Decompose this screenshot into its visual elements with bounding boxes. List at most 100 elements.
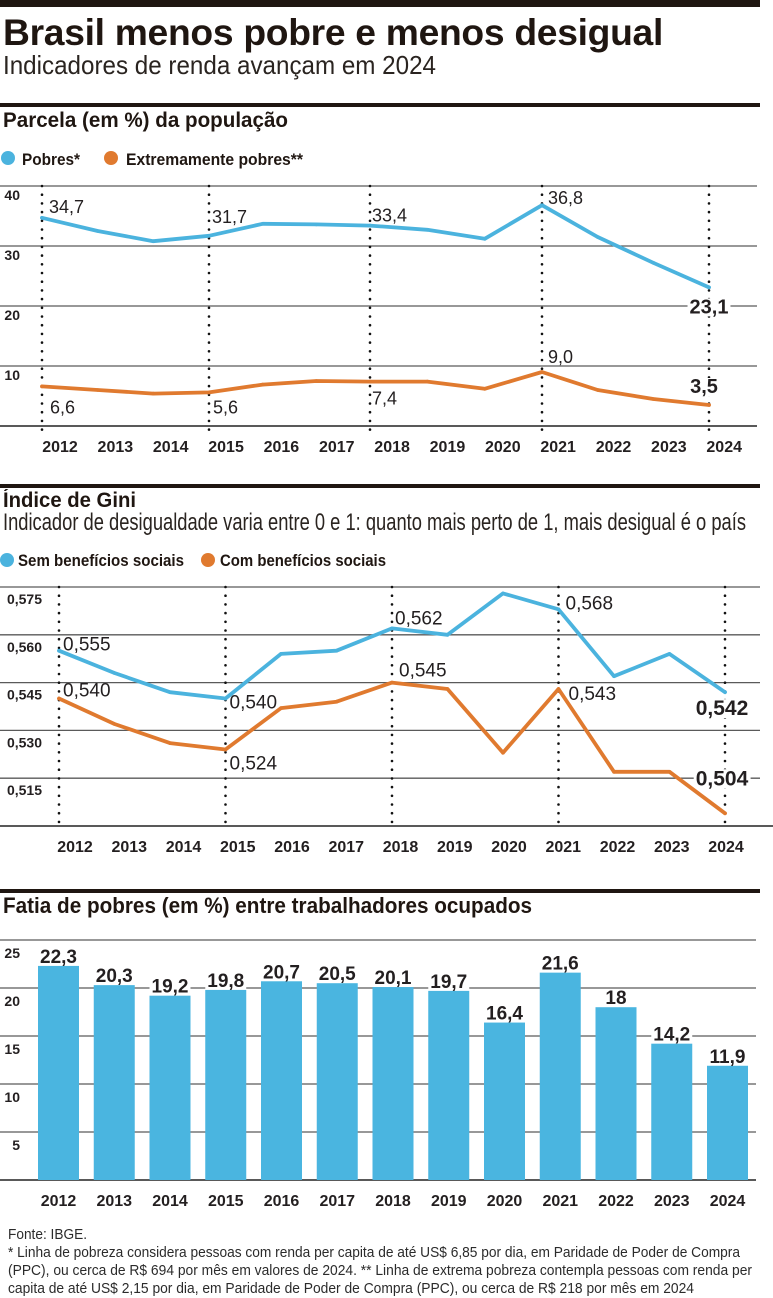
legend-label: Extremamente pobres** (126, 150, 303, 169)
data-point-sem-beneficios-sociais (334, 648, 339, 653)
data-label: 36,8 (548, 188, 583, 208)
series-line-com-beneficios-sociais (57, 680, 727, 816)
label-background (687, 298, 731, 317)
data-point-extremamente-pobres (595, 388, 600, 392)
data-label: 33,4 (372, 206, 407, 226)
data-label: 3,5 (690, 376, 718, 398)
bar-2014 (149, 995, 191, 1180)
x-tick-label: 2013 (96, 1193, 132, 1210)
legend-item-sem-beneficios: Sem benefícios sociais (18, 552, 205, 569)
bar-value-label: 21,6 (542, 954, 579, 975)
data-point-com-beneficios-sociais (390, 680, 394, 685)
data-label: 23,1 (690, 296, 729, 318)
data-label: 9,0 (548, 347, 573, 367)
data-labels: 0,555 0,540 0,562 0,568 0,542 0,540 0,524 0,545… (63, 593, 749, 790)
data-point-pobres (540, 203, 544, 207)
bar-2024 (707, 1065, 748, 1180)
footnote-line: (PPC), ou cerca de R$ 694 por mês em val… (8, 1263, 773, 1278)
data-point-com-beneficios-sociais (112, 722, 117, 726)
page-subtitle: Indicadores de renda avançam em 2024 (3, 52, 468, 78)
legend-label: Com benefícios sociais (220, 551, 386, 570)
x-tick-label: 2013 (111, 839, 147, 856)
data-point-com-beneficios-sociais (445, 687, 450, 691)
reference-lines (57, 585, 727, 832)
data-point-extremamente-pobres (651, 397, 656, 401)
section-rule-poverty (0, 103, 760, 107)
data-point-extremamente-pobres (482, 387, 487, 391)
legend-dot-blue-icon (0, 553, 14, 567)
y-tick-label: 0,560 (7, 639, 42, 655)
data-point-extremamente-pobres (151, 391, 156, 396)
axis-labels: 10 20 30 40 2012 2013 2014 2015 2016 2017 2018 2019… (4, 187, 742, 456)
x-tick-label: 2022 (596, 439, 632, 456)
label-background (693, 769, 751, 789)
x-tick-label: 2014 (152, 1193, 188, 1210)
x-tick-label: 2015 (208, 1193, 244, 1210)
data-point-sem-beneficios-sociais (390, 626, 394, 631)
data-label: 0,524 (230, 754, 278, 775)
label-background (539, 955, 581, 973)
data-point-pobres (95, 229, 100, 233)
data-point-com-beneficios-sociais (501, 750, 505, 755)
data-point-sem-beneficios-sociais (501, 591, 505, 596)
data-point-sem-beneficios-sociais (556, 607, 561, 612)
page-subtitle-text: Indicadores de renda avançam em 2024 (3, 50, 436, 80)
y-tick-label: 10 (4, 367, 20, 383)
bar-2018 (372, 987, 414, 1180)
legend-item-com-beneficios: Com benefícios sociais (220, 552, 409, 569)
data-point-extremamente-pobres (425, 379, 430, 384)
data-label: 0,568 (566, 593, 614, 614)
data-point-extremamente-pobres (207, 390, 211, 395)
data-label: 34,7 (49, 197, 84, 217)
workers-bar-chart: 22,3 20,3 19,2 19,8 20,7 20,5 20,1 19,7 16,4 21,6… (0, 939, 756, 1210)
gini-chart-title: Índice de Gini (3, 490, 141, 511)
poverty-chart-title-text: Parcela (em %) da população (3, 109, 288, 132)
data-point-sem-beneficios-sociais (723, 690, 727, 694)
bar-value-labels: 22,3 20,3 19,2 19,8 20,7 20,5 20,1 19,7 16,4 21,6… (40, 947, 745, 1068)
poverty-chart-title: Parcela (em %) da população (3, 110, 294, 131)
label-background (651, 1026, 693, 1044)
y-tick-label: 20 (4, 993, 20, 1009)
x-tick-label: 2018 (375, 1193, 411, 1210)
label-backgrounds (38, 948, 748, 1066)
bar-value-label: 16,4 (486, 1004, 523, 1025)
bar-value-label: 19,8 (207, 971, 244, 992)
x-tick-label: 2024 (710, 1193, 746, 1210)
bar-2013 (93, 985, 135, 1180)
axis-labels: 5 10 15 20 25 2012 2013 2014 2015 2016 2017 2018 201… (4, 945, 745, 1210)
legend-label: Pobres* (22, 150, 80, 169)
x-tick-label: 2014 (166, 839, 202, 856)
label-background (693, 699, 751, 719)
bar-2021 (539, 972, 581, 1180)
x-tick-label: 2017 (319, 1193, 355, 1210)
x-tick-label: 2014 (153, 439, 189, 456)
y-tick-label: 20 (4, 307, 20, 323)
bar-value-label: 14,2 (653, 1025, 690, 1046)
data-point-pobres (260, 222, 265, 226)
label-background (261, 964, 302, 982)
data-point-sem-beneficios-sociais (667, 652, 672, 656)
y-tick-label: 5 (12, 1137, 20, 1153)
data-point-pobres (482, 237, 487, 241)
data-label: 0,542 (696, 697, 749, 720)
data-point-pobres (151, 239, 156, 243)
footnote-text: (PPC), ou cerca de R$ 694 por mês em val… (8, 1262, 752, 1279)
data-point-sem-beneficios-sociais (612, 674, 616, 679)
bar-2019 (428, 990, 470, 1180)
data-point-pobres (314, 222, 319, 227)
section-rule-gini (0, 484, 760, 488)
footnote-text: * Linha de pobreza considera pessoas com… (8, 1244, 740, 1261)
bar-2020 (484, 1022, 525, 1180)
data-point-extremamente-pobres (707, 403, 711, 407)
data-point-sem-beneficios-sociais (57, 648, 61, 653)
data-point-com-beneficios-sociais (667, 770, 672, 774)
bar-2017 (316, 983, 358, 1180)
x-tick-label: 2013 (98, 439, 134, 456)
label-background (603, 990, 629, 1008)
x-tick-label: 2018 (374, 439, 410, 456)
axis-labels: 0,515 0,530 0,545 0,560 0,575 2012 2013 2014 201… (7, 591, 744, 856)
legend-dot-orange-icon (104, 151, 118, 165)
gini-line-chart: 0,555 0,540 0,562 0,568 0,542 0,540 0,524 0,545… (0, 585, 773, 856)
label-background (93, 968, 135, 986)
workers-chart-title: Fatia de pobres (em %) entre trabalhador… (3, 895, 565, 917)
